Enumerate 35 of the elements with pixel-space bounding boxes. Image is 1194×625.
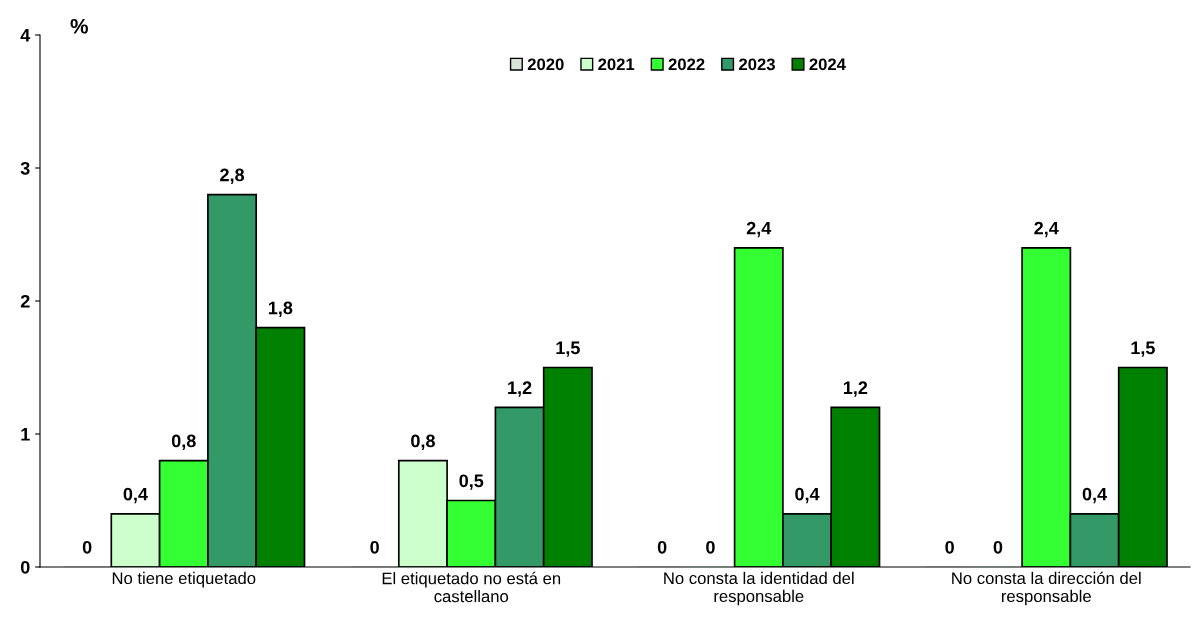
data-label: 0,8 (171, 434, 196, 450)
data-label: 0,4 (795, 487, 820, 504)
data-label: 2,8 (220, 168, 245, 184)
data-label: 0 (945, 540, 954, 554)
data-label: 0 (82, 540, 92, 554)
data-label: 0 (993, 540, 1003, 554)
data-label: 1,8 (268, 301, 293, 317)
legend-label: 2021 (598, 58, 635, 71)
data-label: 1,5 (556, 341, 580, 357)
data-label: 0,8 (411, 434, 435, 450)
x-tick-label: No consta la dirección del responsable (952, 571, 1141, 606)
data-label: 1,5 (1131, 341, 1155, 357)
y-tick-label: 4 (20, 29, 31, 42)
y-axis-title: % (70, 18, 88, 34)
data-label: 0 (657, 540, 667, 554)
data-label: 0,5 (459, 474, 484, 490)
legend-label: 2024 (809, 58, 846, 71)
y-tick-label: 3 (20, 161, 30, 175)
legend-label: 2020 (527, 58, 564, 71)
data-label: 1,2 (843, 381, 868, 397)
x-tick-label: No consta la identidad del responsable (664, 571, 854, 606)
y-tick-label: 0 (20, 560, 30, 574)
legend-label: 2023 (739, 58, 775, 71)
data-label: 2,4 (746, 221, 772, 238)
x-tick-label: El etiquetado no está en castellano (382, 571, 561, 603)
data-label: 0,4 (123, 487, 148, 504)
y-tick-label: 2 (20, 294, 30, 308)
y-tick-label: 1 (21, 428, 30, 441)
data-label: 0 (706, 540, 715, 554)
data-label: 0 (370, 540, 379, 554)
data-label: 0,4 (1082, 487, 1107, 504)
data-label: 2,4 (1034, 221, 1059, 238)
x-tick-label: No tiene etiquetado (112, 571, 256, 588)
data-label: 1,2 (508, 381, 532, 397)
legend-label: 2022 (668, 58, 705, 71)
